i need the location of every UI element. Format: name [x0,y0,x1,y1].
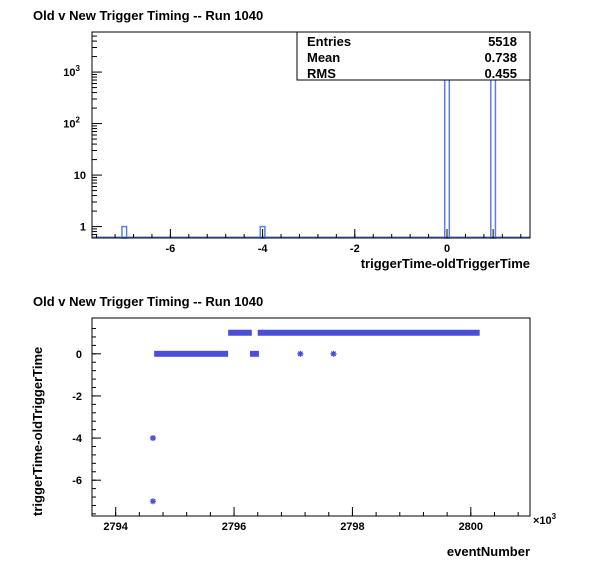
scatter-point-2 [297,350,304,357]
scatter-point-0 [149,435,156,442]
scatter-band-1 [228,329,252,336]
stats-rms-label: RMS [307,66,336,81]
chart1-y-tick-label: 102 [63,116,80,131]
chart2-markers [149,329,480,505]
chart2-x-tick-label: 2796 [222,521,246,533]
star-marker-path [330,350,337,357]
stats-mean-value: 0.738 [484,50,517,65]
chart2-x-ticks: 2794 2796 2798 2800 [91,507,519,533]
stats-box-frame [296,31,531,81]
chart2-y-axis-label: triggerTime-oldTriggerTime [30,347,45,516]
chart1-x-tick-label: -6 [165,243,175,255]
chart2-y-tick-label: -4 [72,433,83,445]
star-marker-path [149,435,156,442]
chart2: 2794 2796 2798 2800 0 -2 -4 -6 eventNumber tri… [30,317,557,559]
chart2-frame [91,317,531,517]
chart1-x-tick-label: -4 [258,243,269,255]
stats-rms-value: 0.455 [484,66,517,81]
chart1-stats-box: Entries 5518 Mean 0.738 RMS 0.455 [296,31,531,81]
scatter-band-0 [154,350,229,357]
chart1-y-tick-label: 10 [74,170,86,182]
chart2-x-tick-label: 2794 [103,521,128,533]
chart2-x-tick-label: 2798 [340,521,364,533]
chart2-y-tick-label: -6 [72,475,82,487]
histogram-bin-2 [443,62,451,239]
x-multiplier-exponent: 3 [552,512,557,521]
star-marker-path [149,498,156,505]
chart2-x-multiplier: ×103 [533,512,557,527]
chart1-y-tick-label: 1 [80,222,86,234]
chart1-title: Old v New Trigger Timing -- Run 1040 [33,8,264,23]
chart2-y-tick-label: -2 [72,391,82,403]
x-multiplier-base: ×10 [533,515,552,527]
chart1-x-tick-label: -2 [350,243,360,255]
chart2-x-tick-label: 2800 [459,521,483,533]
scatter-band-3 [257,329,480,336]
stats-mean-label: Mean [307,50,340,65]
histogram-bin-0 [121,225,128,239]
chart1-y-ticks: 1 10 102 103 [63,31,102,239]
scatter-point-3 [330,350,337,357]
chart2-y-ticks: 0 -2 -4 -6 [72,328,101,515]
chart1-x-tick-label: 0 [444,243,450,255]
chart1-y-tick-label: 103 [63,64,80,79]
stats-entries-label: Entries [307,34,351,49]
scatter-band-2 [250,350,259,357]
chart1-x-ticks: -6 -4 -2 0 [96,229,522,255]
star-marker-path [297,350,304,357]
chart2-y-tick-label: 0 [76,349,82,361]
chart1: -6 -4 -2 0 1 10 102 103 triggerTime-oldTrigger… [63,31,531,271]
scatter-point-1 [149,498,156,505]
chart1-x-axis-label: triggerTime-oldTriggerTime [361,256,530,271]
chart2-title: Old v New Trigger Timing -- Run 1040 [33,294,264,309]
chart2-x-axis-label: eventNumber [447,544,530,559]
stats-entries-value: 5518 [488,34,517,49]
